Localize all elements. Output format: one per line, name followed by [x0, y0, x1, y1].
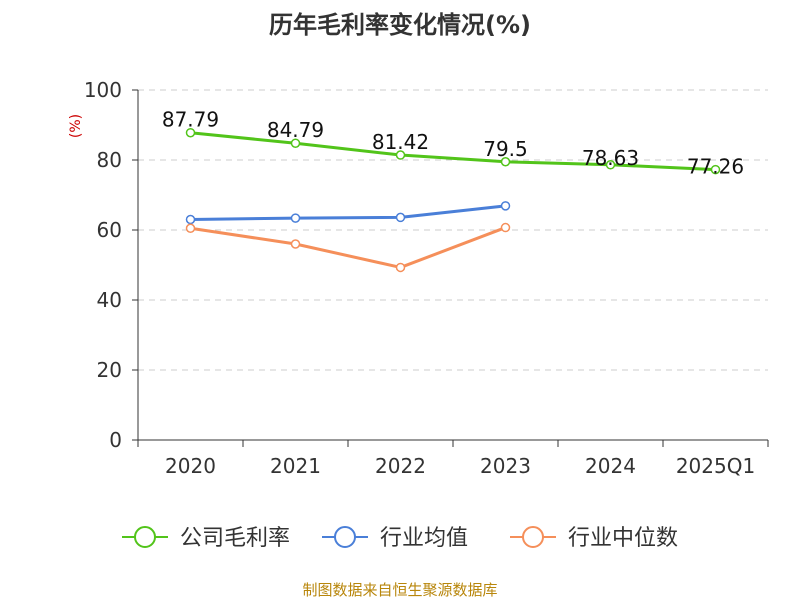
chart-title: 历年毛利率变化情况(%)	[269, 11, 531, 39]
series-line	[190, 204, 506, 221]
legend-label: 行业均值	[380, 526, 468, 551]
x-tick-label: 2020	[165, 454, 216, 478]
y-tick-label: 60	[97, 218, 122, 242]
data-label: 81.42	[372, 130, 429, 154]
legend-marker	[134, 526, 156, 548]
y-axis-label: (%)	[68, 114, 84, 138]
data-point	[395, 150, 406, 160]
data-point	[395, 262, 406, 273]
source-note: 制图数据来自恒生聚源数据库	[302, 581, 497, 599]
legend: 公司毛利率 行业均值 行业中位数	[122, 526, 678, 551]
data-label: 87.79	[162, 108, 219, 132]
legend-label: 行业中位数	[568, 526, 678, 551]
data-point	[185, 223, 196, 233]
x-tick-label: 2025Q1	[676, 454, 755, 478]
data-point	[290, 213, 301, 223]
data-point	[605, 160, 616, 170]
x-tick-label: 2024	[585, 454, 636, 478]
legend-marker	[522, 526, 544, 548]
y-tick-label: 100	[84, 78, 122, 102]
data-point	[500, 157, 511, 167]
data-label: 78.63	[582, 146, 639, 170]
y-tick-label: 0	[109, 428, 122, 452]
y-tick-label: 20	[97, 358, 122, 382]
y-tick-label: 40	[97, 288, 122, 312]
grid-lines	[138, 89, 768, 371]
data-label: 77.26	[687, 155, 744, 179]
data-label: 84.79	[267, 118, 324, 142]
legend-label: 公司毛利率	[180, 526, 290, 551]
data-label: 79.5	[483, 137, 528, 161]
data-point	[185, 127, 196, 138]
series-line	[190, 131, 716, 172]
data-point	[500, 201, 511, 211]
data-point	[290, 239, 301, 249]
series-lines: 87.79 84.79 81.42 79.5 78.63 77.26	[162, 108, 744, 273]
axes: 0 20 40 60 80 100 2020 2021 2022 2023 2024 2025Q1	[84, 78, 769, 478]
x-tick-label: 2022	[375, 454, 426, 478]
x-tick-label: 2021	[270, 454, 321, 478]
data-point	[500, 222, 511, 233]
legend-marker	[334, 526, 356, 548]
series-line	[190, 226, 507, 269]
data-point	[185, 214, 196, 225]
x-tick-label: 2023	[480, 454, 531, 478]
data-point	[290, 138, 301, 148]
data-point	[710, 164, 721, 175]
data-point	[395, 212, 406, 223]
y-tick-label: 80	[97, 148, 122, 172]
